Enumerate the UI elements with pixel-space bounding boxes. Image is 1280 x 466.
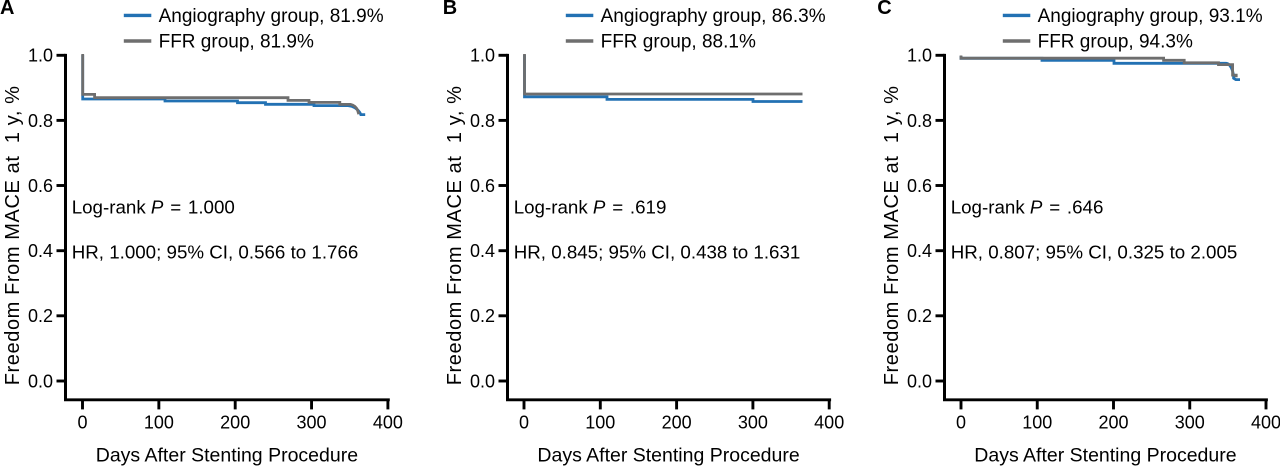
- svg-text:Angiography group, 81.9%: Angiography group, 81.9%: [159, 6, 384, 27]
- svg-text:100: 100: [144, 412, 174, 432]
- svg-text:Log-rank P = .646: Log-rank P = .646: [951, 196, 1104, 217]
- svg-text:0.6: 0.6: [470, 176, 495, 196]
- svg-text:300: 300: [1175, 412, 1205, 432]
- svg-text:1.0: 1.0: [28, 46, 53, 66]
- svg-text:0.8: 0.8: [470, 111, 495, 131]
- svg-text:0.4: 0.4: [470, 241, 495, 261]
- svg-text:0.4: 0.4: [28, 241, 53, 261]
- svg-text:HR, 0.807; 95% CI, 0.325 to 2.: HR, 0.807; 95% CI, 0.325 to 2.005: [951, 241, 1238, 262]
- svg-text:0.0: 0.0: [470, 371, 495, 391]
- svg-text:400: 400: [814, 412, 844, 432]
- svg-text:Log-rank P = 1.000: Log-rank P = 1.000: [72, 196, 235, 217]
- svg-text:0.2: 0.2: [907, 306, 932, 326]
- svg-text:0.2: 0.2: [470, 306, 495, 326]
- svg-text:FFR group, 88.1%: FFR group, 88.1%: [601, 32, 756, 53]
- svg-text:Log-rank P = .619: Log-rank P = .619: [514, 196, 667, 217]
- svg-text:Angiography group, 86.3%: Angiography group, 86.3%: [601, 6, 826, 27]
- svg-text:200: 200: [1098, 412, 1128, 432]
- svg-text:HR, 1.000; 95% CI, 0.566 to 1.: HR, 1.000; 95% CI, 0.566 to 1.766: [72, 241, 359, 262]
- svg-text:1.0: 1.0: [470, 46, 495, 66]
- svg-text:0.6: 0.6: [28, 176, 53, 196]
- svg-text:0.8: 0.8: [907, 111, 932, 131]
- svg-text:FFR group, 94.3%: FFR group, 94.3%: [1038, 32, 1193, 53]
- svg-text:0.2: 0.2: [28, 306, 53, 326]
- svg-text:Days After Stenting Procedure: Days After Stenting Procedure: [96, 444, 358, 466]
- svg-text:300: 300: [297, 412, 327, 432]
- svg-text:1.0: 1.0: [907, 46, 932, 66]
- svg-text:200: 200: [220, 412, 250, 432]
- svg-text:400: 400: [1251, 412, 1280, 432]
- svg-text:100: 100: [1022, 412, 1052, 432]
- svg-text:C: C: [877, 0, 891, 19]
- svg-text:Freedom From MACE at 1 y, %: Freedom From MACE at 1 y, %: [2, 85, 24, 385]
- svg-text:400: 400: [373, 412, 403, 432]
- svg-text:0: 0: [519, 412, 529, 432]
- svg-text:B: B: [443, 0, 457, 19]
- svg-text:0.4: 0.4: [907, 241, 932, 261]
- svg-text:0.0: 0.0: [907, 371, 932, 391]
- svg-text:HR, 0.845; 95% CI, 0.438 to 1.: HR, 0.845; 95% CI, 0.438 to 1.631: [514, 241, 801, 262]
- svg-text:FFR group, 81.9%: FFR group, 81.9%: [159, 32, 314, 53]
- svg-text:0.6: 0.6: [907, 176, 932, 196]
- svg-text:A: A: [0, 0, 14, 19]
- svg-text:0: 0: [956, 412, 966, 432]
- svg-text:200: 200: [662, 412, 692, 432]
- svg-text:Days After Stenting Procedure: Days After Stenting Procedure: [974, 444, 1236, 466]
- svg-text:Freedom From MACE at 1 y, %: Freedom From MACE at 1 y, %: [881, 85, 903, 385]
- svg-text:100: 100: [585, 412, 615, 432]
- svg-text:0.8: 0.8: [28, 111, 53, 131]
- svg-text:0.0: 0.0: [28, 371, 53, 391]
- svg-text:Freedom From MACE at 1 y, %: Freedom From MACE at 1 y, %: [444, 85, 466, 385]
- svg-text:0: 0: [77, 412, 87, 432]
- svg-text:300: 300: [738, 412, 768, 432]
- svg-text:Days After Stenting Procedure: Days After Stenting Procedure: [537, 444, 799, 466]
- svg-text:Angiography group, 93.1%: Angiography group, 93.1%: [1038, 6, 1263, 27]
